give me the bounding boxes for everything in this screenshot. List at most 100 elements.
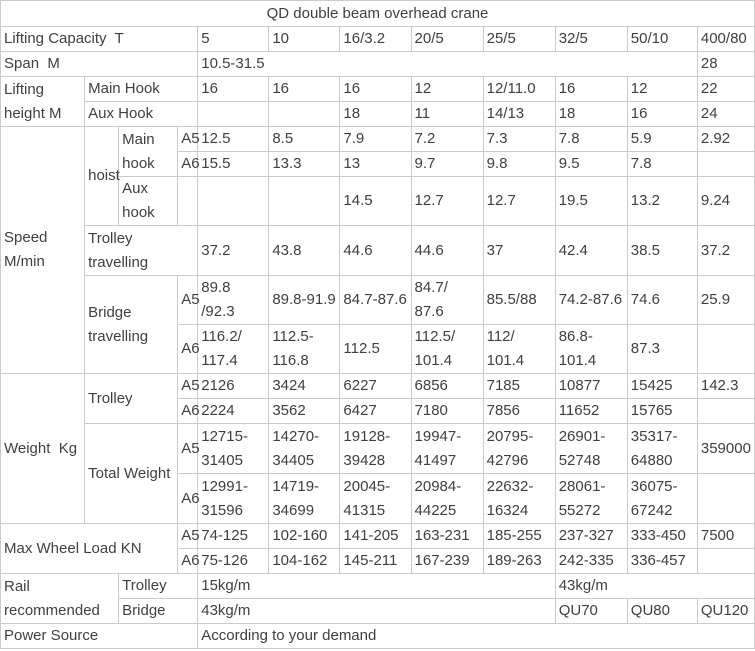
spec-cell: 16 [554, 76, 628, 102]
spec-cell: 84.7/ 87.6 [410, 275, 484, 325]
spec-cell [177, 176, 199, 226]
spec-cell: 163-231 [410, 523, 484, 549]
rail-recommended-label: Rail recommended [0, 573, 120, 624]
spec-cell: 2224 [197, 398, 270, 424]
spec-cell: 6427 [339, 398, 412, 424]
spec-cell: 167-239 [410, 548, 484, 574]
spec-cell: 12991- 31596 [197, 473, 270, 524]
spec-cell: 12.7 [410, 176, 484, 226]
spec-cell: 104-162 [268, 548, 341, 574]
capacity-cell: 50/10 [626, 26, 698, 52]
spec-cell: 7856 [482, 398, 556, 424]
spec-cell: 141-205 [339, 523, 412, 549]
spec-cell: 6856 [410, 373, 484, 399]
spec-cell: 7.8 [554, 126, 628, 152]
spec-cell [696, 324, 755, 374]
table-row: Speed M/min hoist Main hook A5 12.5 8.5 7.9 7.2… [0, 126, 755, 374]
spec-cell: 75-126 [197, 548, 270, 574]
capacity-cell: 10 [268, 26, 341, 52]
spec-cell: 359000 [696, 423, 755, 474]
spec-cell: 237-327 [554, 523, 628, 549]
spec-cell: 16 [626, 101, 698, 127]
grade-label: A5 [177, 373, 200, 399]
spec-cell: 24 [696, 101, 755, 127]
spec-cell: 189-263 [482, 548, 556, 574]
aux-hook-label: Aux Hook [84, 101, 199, 127]
spec-cell: 43kg/m [197, 598, 556, 624]
spec-cell: 87.3 [626, 324, 698, 374]
spec-cell: 112.5 [339, 324, 412, 374]
grade-label: A6 [177, 473, 200, 524]
spec-cell: 19.5 [554, 176, 628, 226]
spec-cell: QU70 [554, 598, 628, 624]
spec-cell: 12 [410, 76, 484, 102]
spec-cell: 7500 [696, 523, 755, 549]
spec-cell: 25.9 [696, 275, 755, 325]
table-row: A6 75-126 104-162 145-211 167-239 189-263 242-… [1, 548, 755, 574]
spec-cell: 12 [626, 76, 698, 102]
spec-cell: 20984- 44225 [410, 473, 484, 524]
spec-cell: 22632- 16324 [482, 473, 556, 524]
spec-cell: 26901- 52748 [554, 423, 628, 474]
spec-cell: 13.3 [268, 151, 341, 177]
spec-cell: 12.7 [482, 176, 556, 226]
spec-cell: 10.5-31.5 [197, 51, 698, 77]
spec-cell: 35317- 64880 [626, 423, 698, 474]
spec-cell: QU80 [626, 598, 698, 624]
table-row: Lifting Capacity T 5 10 16/3.2 20/5 25/5 32/5 5… [0, 26, 755, 52]
table-row: Bridge 43kg/m QU70 QU80 QU120 [1, 598, 755, 624]
spec-cell: 3562 [268, 398, 341, 424]
lifting-height-label: Lifting height M [0, 76, 86, 127]
table-title: QD double beam overhead crane [0, 0, 755, 27]
spec-cell: 336-457 [626, 548, 698, 574]
bridge-travelling-label: Bridge travelling [84, 275, 179, 374]
spec-cell: 43.8 [268, 225, 341, 276]
rail-bridge-label: Bridge [118, 598, 199, 624]
spec-cell: 7.9 [339, 126, 412, 152]
table-row: Max Wheel Load KN A5 74-125 102-160 141-205 1… [0, 523, 755, 574]
spec-cell: 13 [339, 151, 412, 177]
capacity-cell: 16/3.2 [339, 26, 412, 52]
spec-cell: 333-450 [626, 523, 698, 549]
spec-cell: 7185 [482, 373, 556, 399]
spec-cell: 242-335 [554, 548, 628, 574]
spec-cell: 112/ 101.4 [482, 324, 556, 374]
spec-cell: 84.7-87.6 [339, 275, 412, 325]
spec-cell: 37.2 [197, 225, 270, 276]
spec-cell: 18 [554, 101, 628, 127]
spec-cell: 15425 [626, 373, 698, 399]
spec-cell: 44.6 [410, 225, 484, 276]
table-row: Span M 10.5-31.5 28 [0, 51, 755, 77]
table-row: Power Source According to your demand [0, 623, 755, 649]
spec-cell: 112.5- 116.8 [268, 324, 341, 374]
spec-cell: 14270- 34405 [268, 423, 341, 474]
spec-cell: 16 [339, 76, 412, 102]
trolley-travelling-label: Trolley travelling [84, 225, 199, 276]
table-row: Bridge travelling A5 89.8 /92.3 89.8-91.9 84… [1, 275, 755, 374]
spec-cell: 11652 [554, 398, 628, 424]
spec-cell: 85.5/88 [482, 275, 556, 325]
spec-cell: 185-255 [482, 523, 556, 549]
table-row: Aux hook 14.5 12.7 12.7 19.5 13.2 9.24 [1, 176, 755, 226]
grade-label: A5 [177, 126, 200, 152]
spec-cell [268, 101, 341, 127]
spec-cell: 5.9 [626, 126, 698, 152]
spec-cell: 16 [197, 76, 270, 102]
spec-cell: 15kg/m [197, 573, 556, 599]
spec-cell: 42.4 [554, 225, 628, 276]
spec-cell: 18 [339, 101, 412, 127]
rail-trolley-label: Trolley [118, 573, 199, 599]
spec-cell: 112.5/ 101.4 [410, 324, 484, 374]
spec-cell: 37 [482, 225, 556, 276]
grade-label: A6 [177, 324, 200, 374]
spec-cell: 8.5 [268, 126, 341, 152]
capacity-cell: 400/80 [696, 26, 755, 52]
spec-cell: 7.3 [482, 126, 556, 152]
spec-cell: 116.2/ 117.4 [197, 324, 270, 374]
table-row: A6 15.5 13.3 13 9.7 9.8 9.5 7.8 [1, 151, 755, 177]
power-source-label: Power Source [0, 623, 199, 649]
capacity-cell: 5 [197, 26, 270, 52]
table-row: Total Weight A5 12715- 31405 14270- 34405 19… [1, 423, 755, 524]
